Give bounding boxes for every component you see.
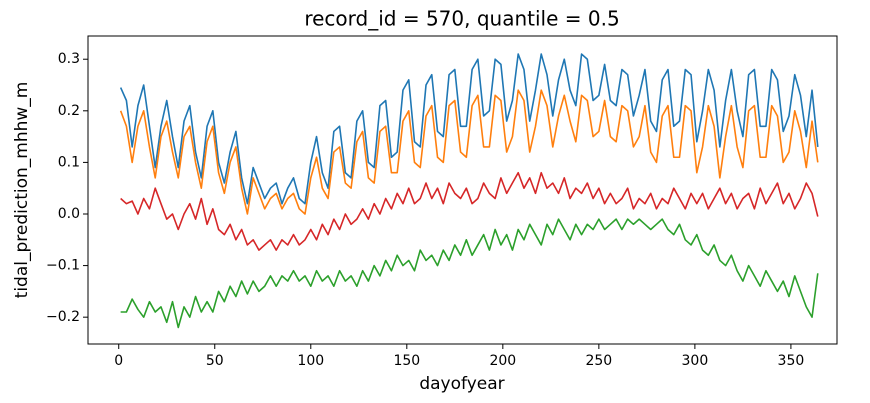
series-line	[120, 171, 819, 251]
x-tick-label: 250	[585, 353, 612, 369]
chart-title: record_id = 570, quantile = 0.5	[304, 7, 619, 31]
x-tick-label: 100	[297, 353, 324, 369]
series-line	[119, 89, 819, 215]
x-tick-label: 300	[682, 353, 709, 369]
x-tick-label: 0	[114, 353, 123, 369]
x-tick-label: 200	[489, 353, 516, 369]
series-line	[119, 53, 819, 205]
y-tick-label: 0.3	[58, 51, 80, 67]
x-tick-label: 50	[206, 353, 224, 369]
y-tick-label: 0.1	[58, 154, 80, 170]
plot-frame	[87, 35, 838, 345]
y-axis-label: tidal_prediction_mhhw_m	[12, 82, 32, 299]
y-tick-label: −0.1	[46, 258, 80, 274]
x-tick-label: 150	[393, 353, 420, 369]
series-line	[120, 218, 819, 329]
y-tick-label: 0.2	[58, 103, 80, 119]
y-tick-label: −0.2	[46, 309, 80, 325]
x-tick-label: 350	[778, 353, 805, 369]
y-tick-label: 0.0	[58, 206, 80, 222]
x-axis-label: dayofyear	[419, 374, 504, 394]
